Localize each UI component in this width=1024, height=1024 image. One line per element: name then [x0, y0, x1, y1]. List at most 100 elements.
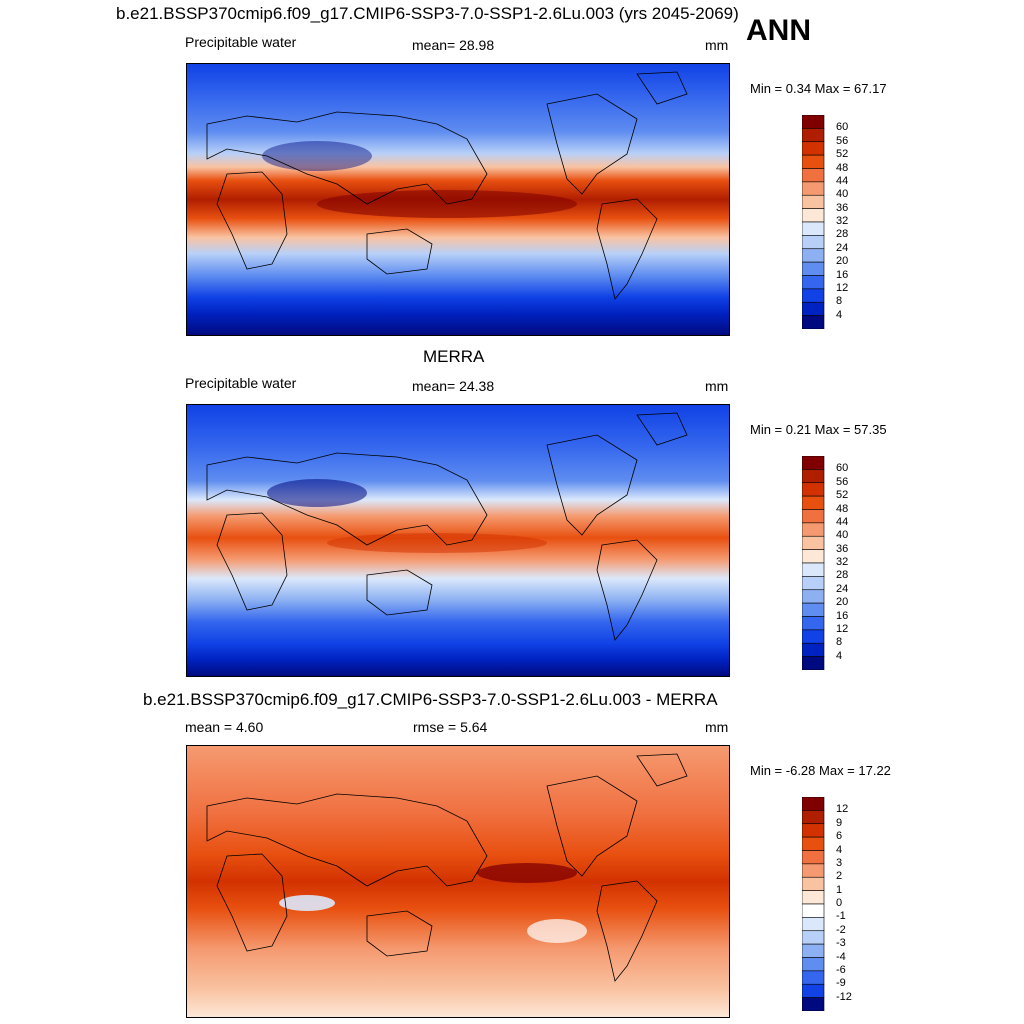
colorbar-tick-label: 12	[836, 281, 849, 294]
panel-mean-label: mean = 4.60	[185, 719, 264, 735]
colorbar-tick-label: -9	[836, 977, 846, 990]
colorbar-swatch	[801, 141, 825, 156]
colorbar-tick-label: 48	[836, 161, 849, 174]
colorbar-tick-label: -3	[836, 937, 846, 950]
colorbar-swatch	[801, 602, 825, 617]
colorbar-tick-label: 44	[836, 515, 849, 528]
colorbar-tick-label: -6	[836, 963, 846, 976]
colorbar-tick-label: 32	[836, 215, 849, 227]
colorbar-swatches	[801, 455, 825, 671]
colorbar-tick-label: 8	[836, 295, 843, 308]
colorbar-swatch	[801, 656, 825, 671]
colorbar-swatch	[801, 589, 825, 604]
colorbar-swatch	[801, 208, 825, 223]
colorbar-swatch	[801, 154, 825, 169]
panel-minmax-label: Min = 0.21 Max = 57.35	[750, 422, 887, 437]
colorbar-swatch	[801, 455, 825, 470]
colorbar-tick-label: 0	[836, 897, 843, 909]
precip-map-merra	[186, 404, 730, 677]
colorbar-tick-label: 60	[836, 121, 849, 134]
colorbar-model: 60 56 52 48 44 40 36 32 28 24 20 16 12 8 4	[801, 114, 882, 330]
colorbar-tick-label: -4	[836, 950, 846, 963]
panel-mean-label: mean= 24.38	[412, 378, 495, 394]
colorbar-tick-label: 6	[836, 830, 843, 843]
colorbar-swatch	[801, 469, 825, 484]
colorbar-swatch	[801, 221, 825, 236]
colorbar-tick-label: 52	[836, 148, 849, 161]
colorbar-swatches	[801, 114, 825, 330]
colorbar-tick-label: 56	[836, 134, 849, 147]
colorbar-tick-label: 40	[836, 529, 849, 542]
colorbar-swatch	[801, 957, 825, 972]
colorbar-tick-label: 12	[836, 803, 849, 816]
colorbar-tick-label: 2	[836, 870, 843, 883]
colorbar-merra: 60 56 52 48 44 40 36 32 28 24 20 16 12 8 4	[801, 455, 882, 671]
colorbar-tick-label: 20	[836, 255, 849, 268]
colorbar-swatch	[801, 616, 825, 631]
colorbar-swatch	[801, 890, 825, 905]
colorbar-swatch	[801, 823, 825, 838]
colorbar-tick-label: -2	[836, 923, 846, 936]
panel-left-label: Precipitable water	[185, 375, 297, 391]
colorbar-swatch	[801, 128, 825, 143]
colorbar-swatches	[801, 796, 825, 1012]
colorbar-swatch	[801, 194, 825, 209]
panel-left-label: Precipitable water	[185, 34, 297, 50]
colorbar-tick-label: 28	[836, 228, 849, 241]
colorbar-tick-label: 24	[836, 582, 849, 595]
colorbar-swatch	[801, 810, 825, 825]
colorbar-swatch	[801, 168, 825, 183]
panel-units-label: mm	[705, 37, 729, 53]
precip-map-difference	[186, 745, 730, 1018]
panel-units-label: mm	[705, 719, 729, 735]
colorbar-swatch	[801, 943, 825, 958]
colorbar-swatch	[801, 535, 825, 550]
colorbar-swatch	[801, 301, 825, 316]
colorbar-tick-label: 28	[836, 569, 849, 582]
colorbar-tick-label: 60	[836, 462, 849, 475]
colorbar-rects	[801, 455, 825, 671]
panel-rmse-label: rmse = 5.64	[413, 719, 488, 735]
colorbar-swatch	[801, 495, 825, 510]
colorbar-swatch	[801, 917, 825, 932]
colorbar-tick-label: 20	[836, 596, 849, 609]
colorbar-tick-label: 36	[836, 201, 849, 214]
colorbar-swatch	[801, 522, 825, 537]
colorbar-tick-label: 16	[836, 609, 849, 622]
colorbar-tick-label: 48	[836, 502, 849, 515]
colorbar-tick-label: 36	[836, 542, 849, 555]
panel-units-label: mm	[705, 378, 729, 394]
panel-title: MERRA	[423, 347, 485, 366]
colorbar-swatch	[801, 315, 825, 330]
colorbar-swatch	[801, 288, 825, 303]
colorbar-tick-label: 32	[836, 556, 849, 568]
colorbar-tick-label: 40	[836, 188, 849, 201]
colorbar-swatch	[801, 261, 825, 276]
colorbar-rects	[801, 796, 825, 1012]
colorbar-swatch	[801, 482, 825, 497]
panel-minmax-label: Min = 0.34 Max = 67.17	[750, 81, 887, 96]
colorbar-swatch	[801, 235, 825, 250]
panel-mean-label: mean= 28.98	[412, 37, 495, 53]
colorbar-difference: 12 9 6 4 3 2 1 0 -1 -2 -3 -4 -6 -9 -12	[801, 796, 882, 1012]
colorbar-swatch	[801, 562, 825, 577]
colorbar-swatch	[801, 248, 825, 263]
colorbar-swatch	[801, 836, 825, 851]
colorbar-swatch	[801, 903, 825, 918]
colorbar-swatch	[801, 114, 825, 129]
colorbar-tick-label: 4	[836, 308, 843, 321]
colorbar-swatch	[801, 997, 825, 1012]
colorbar-swatch	[801, 970, 825, 985]
main-title: b.e21.BSSP370cmip6.f09_g17.CMIP6-SSP3-7.…	[116, 4, 739, 23]
colorbar-swatch	[801, 796, 825, 811]
colorbar-tick-label: -1	[836, 910, 846, 923]
colorbar-swatch	[801, 642, 825, 657]
colorbar-swatch	[801, 863, 825, 878]
colorbar-swatch	[801, 181, 825, 196]
colorbar-tick-label: 3	[836, 856, 843, 869]
colorbar-tick-label: 12	[836, 622, 849, 635]
season-label: ANN	[746, 14, 811, 47]
colorbar-tick-label: 16	[836, 268, 849, 281]
colorbar-tick-label: 8	[836, 636, 843, 649]
colorbar-swatch	[801, 275, 825, 290]
